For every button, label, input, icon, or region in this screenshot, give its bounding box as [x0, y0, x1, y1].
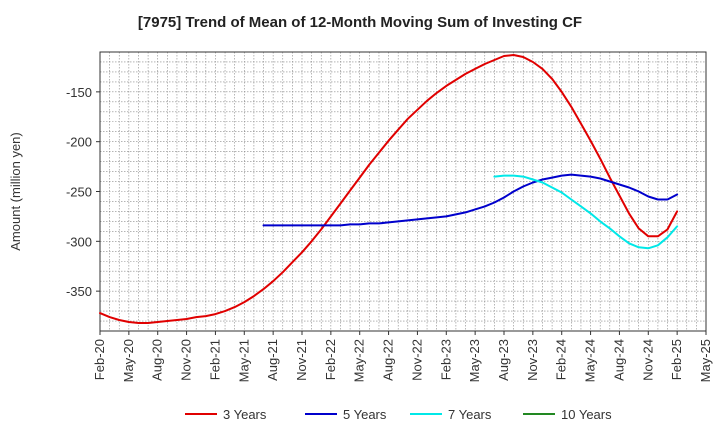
series-line-1 [99, 54, 679, 324]
x-tick-label: Feb-25 [669, 339, 684, 380]
x-tick-label: Aug-22 [381, 339, 396, 381]
legend-label-4: 10 Years [561, 407, 612, 422]
x-tick-label: Aug-20 [150, 339, 165, 381]
x-tick-label: Feb-22 [323, 339, 338, 380]
x-tick-label: Feb-24 [554, 339, 569, 380]
x-tick-label: May-25 [698, 339, 713, 382]
legend-label-1: 3 Years [223, 407, 267, 422]
legend-label-2: 5 Years [343, 407, 387, 422]
x-tick-label: Feb-23 [438, 339, 453, 380]
y-axis-title: Amount (million yen) [8, 132, 23, 251]
x-tick-label: Nov-23 [525, 339, 540, 381]
y-tick-label: -250 [66, 185, 92, 200]
x-tick-label: Nov-21 [294, 339, 309, 381]
x-tick-label: Nov-20 [179, 339, 194, 381]
legend-label-3: 7 Years [448, 407, 492, 422]
x-tick-label: Aug-21 [265, 339, 280, 381]
y-tick-label: -300 [66, 234, 92, 249]
y-tick-label: -200 [66, 135, 92, 150]
x-tick-label: Aug-24 [611, 339, 626, 381]
x-tick-label: Feb-21 [207, 339, 222, 380]
y-tick-label: -350 [66, 284, 92, 299]
y-tick-label: -150 [66, 85, 92, 100]
x-tick-label: Nov-24 [640, 339, 655, 381]
chart-title: [7975] Trend of Mean of 12-Month Moving … [137, 14, 583, 31]
x-tick-label: May-21 [236, 339, 251, 382]
series-line-2 [262, 173, 679, 227]
series-line-3 [493, 174, 679, 250]
x-tick-label: May-23 [467, 339, 482, 382]
x-tick-label: May-20 [121, 339, 136, 382]
x-tick-label: Feb-20 [92, 339, 107, 380]
x-tick-label: Aug-23 [496, 339, 511, 381]
x-tick-label: Nov-22 [409, 339, 424, 381]
x-tick-label: May-24 [583, 339, 598, 382]
x-tick-label: May-22 [352, 339, 367, 382]
